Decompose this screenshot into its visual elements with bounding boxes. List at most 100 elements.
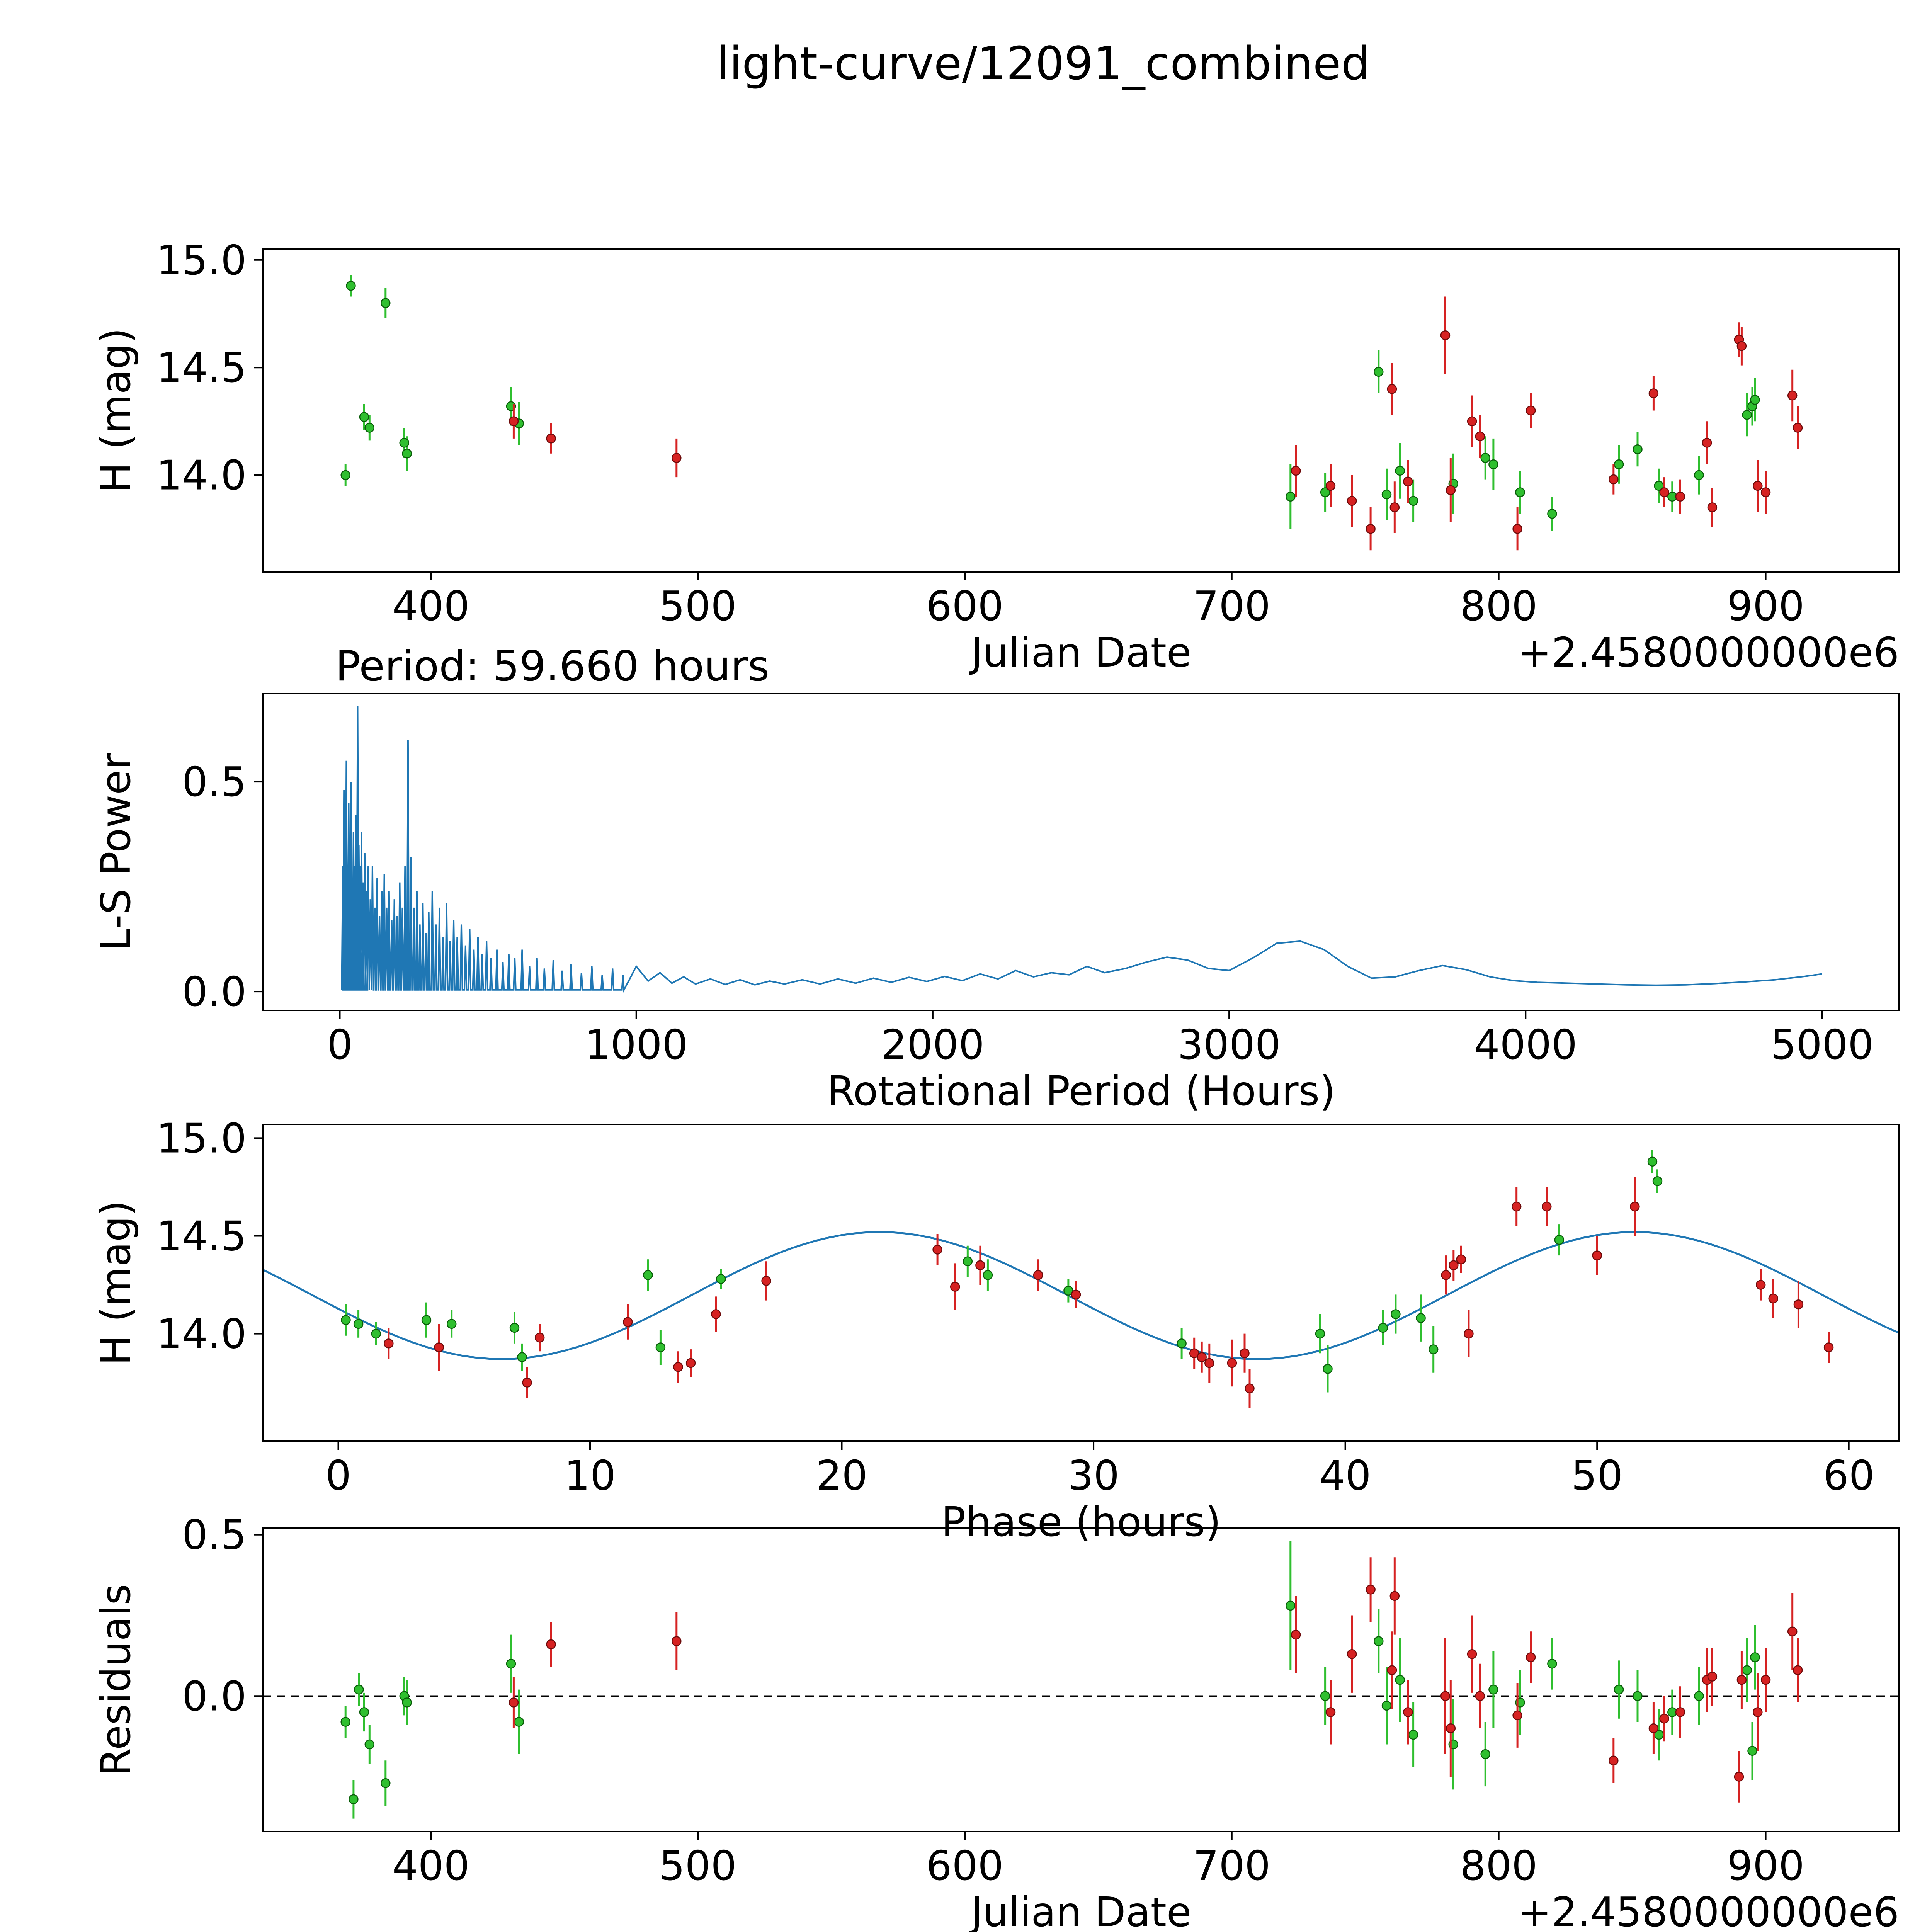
axes-frame — [262, 693, 1900, 1011]
x-tick-label: 60 — [1823, 1452, 1875, 1499]
data-point — [963, 1256, 973, 1267]
data-point — [399, 438, 409, 448]
data-point — [1750, 395, 1760, 405]
data-point — [1475, 431, 1485, 442]
y-axis-label-h-mag-top: H (mag) — [92, 328, 139, 493]
data-point — [1189, 1348, 1199, 1358]
data-point — [1366, 524, 1376, 534]
x-tick-label: 800 — [1460, 1842, 1537, 1889]
data-point — [1227, 1358, 1237, 1368]
data-point — [1456, 1254, 1466, 1265]
x-tick-label: 10 — [564, 1452, 616, 1499]
data-point — [341, 1315, 351, 1325]
data-point — [402, 1697, 412, 1708]
data-point — [685, 1358, 696, 1368]
x-tick-label: 400 — [392, 583, 469, 630]
data-point — [711, 1309, 721, 1319]
x-axis-label-rotational-period: Rotational Period (Hours) — [827, 1068, 1336, 1115]
data-point — [1648, 1723, 1659, 1733]
data-point — [1547, 1658, 1557, 1669]
data-point — [1347, 1649, 1357, 1659]
data-point — [1702, 438, 1712, 448]
x-axis-label-julian-date-top: Julian Date — [971, 629, 1192, 676]
data-point — [1648, 388, 1659, 398]
data-point — [1416, 1313, 1426, 1323]
periodogram-curve — [341, 706, 1822, 993]
data-point — [1755, 1280, 1766, 1290]
data-point — [1659, 487, 1669, 497]
data-point — [517, 1352, 527, 1362]
y-tick-label: 14.5 — [156, 344, 247, 391]
data-point — [340, 1717, 350, 1727]
y-tick-label: 0.0 — [182, 1673, 247, 1720]
data-point — [1793, 1299, 1804, 1310]
data-point — [932, 1245, 942, 1255]
data-point — [1408, 496, 1418, 506]
data-point — [1633, 1691, 1643, 1701]
series-red — [384, 1177, 1834, 1408]
data-point — [1736, 1675, 1747, 1685]
data-point — [1707, 502, 1718, 512]
data-point — [506, 1658, 516, 1669]
y-tick-label: 14.0 — [156, 1311, 247, 1358]
series-green — [341, 1150, 1663, 1393]
series-green — [340, 1541, 1760, 1819]
data-point — [1440, 1691, 1451, 1701]
data-point — [1428, 1344, 1439, 1354]
data-point — [673, 1362, 683, 1372]
x-tick-label: 20 — [816, 1452, 868, 1499]
data-point — [1204, 1358, 1214, 1368]
data-point — [622, 1317, 633, 1327]
data-point — [1768, 1293, 1778, 1304]
data-point — [1614, 1684, 1624, 1695]
y-axis-label-ls-power: L-S Power — [92, 753, 139, 951]
data-point — [522, 1378, 532, 1388]
data-point — [643, 1270, 653, 1280]
data-point — [1694, 1691, 1704, 1701]
data-point — [1467, 1649, 1477, 1659]
x-tick-label: 50 — [1571, 1452, 1623, 1499]
data-point — [381, 298, 391, 308]
data-point — [1395, 1675, 1405, 1685]
data-point — [1647, 1156, 1658, 1167]
panel-periodogram: 0 1000 2000 3000 4000 5000 0.0 0.5 — [182, 693, 1900, 1068]
x-tick-label: 600 — [926, 1842, 1003, 1889]
data-point — [509, 1323, 520, 1333]
y-tick-label: 0.0 — [182, 968, 247, 1015]
data-point — [546, 434, 556, 444]
data-point — [1325, 481, 1336, 491]
data-point — [1787, 390, 1798, 401]
data-point — [402, 449, 412, 459]
x-tick-label: 600 — [926, 583, 1003, 630]
x-tick-label: 800 — [1460, 583, 1537, 630]
data-point — [1760, 487, 1771, 497]
data-point — [1753, 1707, 1763, 1717]
data-point — [672, 453, 682, 463]
data-point — [1240, 1348, 1250, 1358]
data-point — [1197, 1352, 1207, 1362]
data-point — [1063, 1286, 1073, 1296]
data-point — [950, 1282, 960, 1292]
data-point — [672, 1636, 682, 1646]
data-point — [1707, 1672, 1718, 1682]
x-tick-label: 3000 — [1177, 1021, 1281, 1068]
data-point — [1675, 492, 1685, 502]
data-point — [1291, 466, 1301, 476]
data-point — [1652, 1176, 1663, 1186]
data-point — [1480, 453, 1490, 463]
data-point — [1793, 423, 1803, 433]
data-point — [1449, 1260, 1459, 1270]
data-point — [1480, 1749, 1490, 1759]
data-point — [1675, 1707, 1685, 1717]
x-tick-label: 0 — [325, 1452, 351, 1499]
data-point — [1177, 1338, 1187, 1349]
data-point — [1291, 1629, 1301, 1640]
data-point — [514, 1717, 524, 1727]
x-axis-label-julian-date-bottom: Julian Date — [971, 1889, 1192, 1932]
x-tick-label: 500 — [659, 583, 736, 630]
data-point — [1389, 502, 1400, 512]
x-tick-label: 500 — [659, 1842, 736, 1889]
data-point — [1526, 1652, 1536, 1662]
data-point — [1526, 405, 1536, 416]
